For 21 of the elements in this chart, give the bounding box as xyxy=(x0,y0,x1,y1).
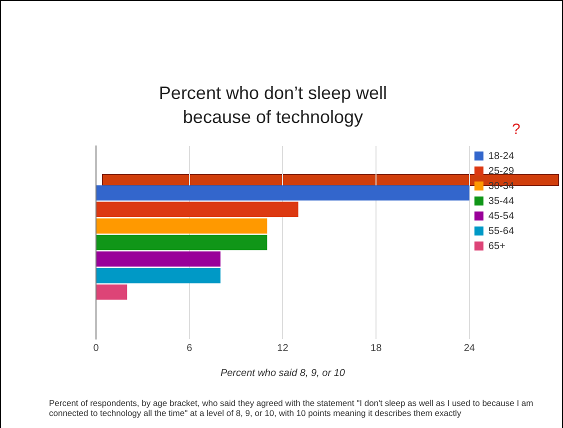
bar xyxy=(96,202,298,218)
bar xyxy=(96,284,128,300)
bar xyxy=(96,251,220,267)
legend-label: 18-24 xyxy=(488,150,514,162)
legend-label: 55-64 xyxy=(488,226,514,237)
text: ? xyxy=(512,121,520,138)
legend-label: 65+ xyxy=(488,240,506,252)
bar xyxy=(96,218,268,234)
legend-label: 25-29 xyxy=(488,166,514,177)
x-tick-label: 12 xyxy=(277,342,289,354)
x-tick-label: 18 xyxy=(370,342,382,354)
bar xyxy=(96,234,268,250)
x-axis-title: Percent who said 8, 9, or 10 xyxy=(220,368,346,379)
x-tick-label: 0 xyxy=(93,342,100,354)
bar xyxy=(96,268,220,284)
text: Percent of respondents, by age bracket, who said they agreed with the statement "I don't sleep as well as I used to because I am connected to technology all the time" at a level of 8, 9, or 10, with 10 points meaning it describes them exactly xyxy=(49,398,534,418)
legend-label: 45-54 xyxy=(488,210,514,222)
chart-title: Percent who don’t sleep well because of technology xyxy=(158,82,388,129)
x-tick-label: 24 xyxy=(464,342,476,354)
legend-label: 35-44 xyxy=(488,196,514,207)
x-tick-label: 6 xyxy=(186,342,193,354)
